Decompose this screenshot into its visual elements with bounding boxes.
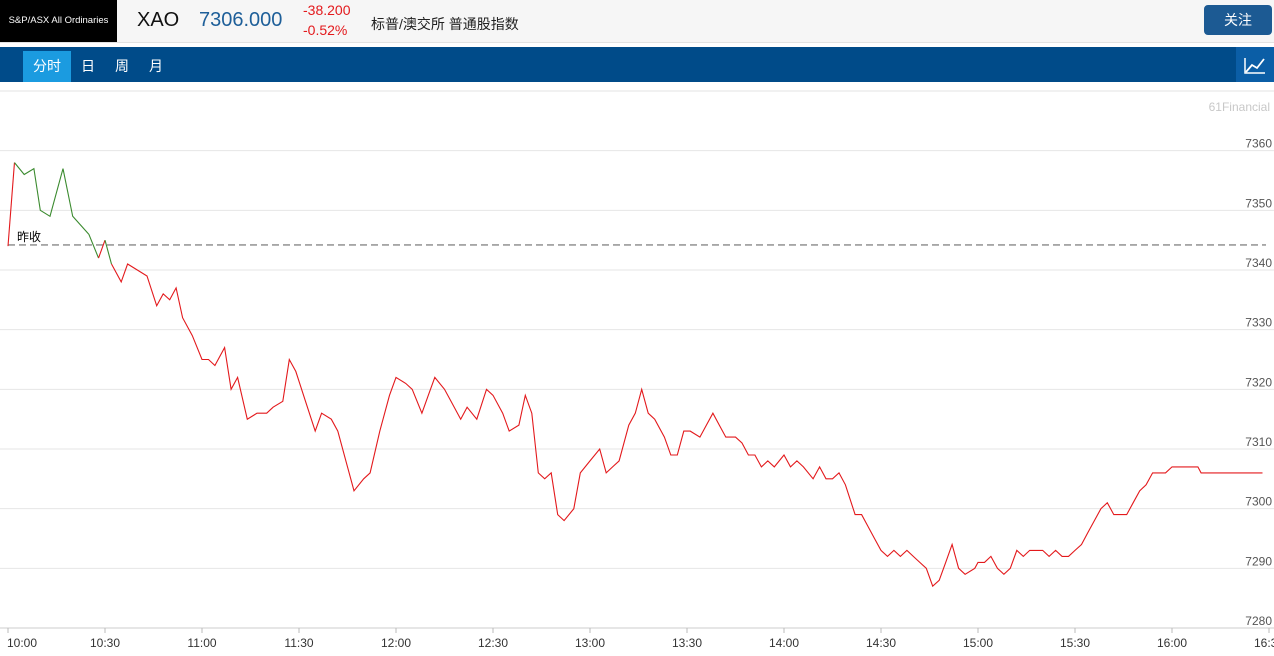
chart-icon (1244, 58, 1265, 74)
price-line (14, 162, 90, 235)
y-tick-label: 7330 (1245, 316, 1272, 330)
price-segment (98, 239, 106, 259)
x-tick-label: 11:30 (284, 636, 313, 650)
y-tick-label: 7340 (1245, 256, 1272, 270)
price-segment (7, 162, 16, 247)
y-tick-label: 7290 (1245, 554, 1272, 568)
header: S&P/ASX All Ordinaries XAO 7306.000 -38.… (0, 0, 1274, 43)
x-tick-label: 13:00 (575, 636, 605, 650)
y-tick-label: 7350 (1245, 196, 1272, 210)
tab[interactable]: 周 (115, 58, 129, 74)
follow-button[interactable]: 关注 (1204, 5, 1272, 35)
price-line (111, 263, 1263, 588)
chart: 61Financial 7280 7290 7300 7310 7320 7330 7340 7… (0, 90, 1274, 650)
x-tick-label: 16:00 (1157, 636, 1187, 650)
x-tick-label: 10:00 (7, 636, 37, 650)
symbol: XAO (137, 9, 180, 31)
y-tick-label: 7280 (1245, 614, 1272, 628)
x-tick-label: 11:00 (187, 636, 216, 650)
x-tick-label: 13:30 (672, 636, 702, 650)
change-percent: -0.52% (303, 22, 348, 38)
x-tick-label: 14:30 (866, 636, 896, 650)
y-tick-label: 7310 (1245, 435, 1272, 449)
y-tick-label: 7360 (1245, 137, 1272, 151)
tab[interactable]: 日 (81, 58, 95, 74)
price: 7306.000 (199, 9, 283, 31)
x-tick-label: 10:30 (90, 636, 120, 650)
prev-close-label: 昨收 (17, 230, 41, 244)
logo: S&P/ASX All Ordinaries (0, 0, 117, 42)
x-tick-label: 15:00 (963, 636, 993, 650)
x-tick-label: 14:00 (769, 636, 799, 650)
x-tick-label: 16:30 (1254, 636, 1274, 650)
x-tick-label: 12:30 (478, 636, 508, 650)
y-tick-label: 7320 (1245, 375, 1272, 389)
y-tick-label: 7300 (1245, 495, 1272, 509)
tab[interactable]: 月 (149, 58, 163, 74)
price-segment (88, 233, 100, 259)
change: -38.200 (303, 2, 351, 18)
tab[interactable]: 分时 (23, 51, 71, 82)
x-tick-label: 12:00 (381, 636, 411, 650)
x-tick-label: 15:30 (1060, 636, 1090, 650)
chart-type-button[interactable] (1236, 47, 1274, 82)
price-segment (104, 240, 112, 265)
watermark: 61Financial (1209, 100, 1270, 114)
tab-bar: 分时日 周 月 (0, 47, 1274, 82)
index-name: 标普/澳交所 普通股指数 (371, 16, 519, 32)
